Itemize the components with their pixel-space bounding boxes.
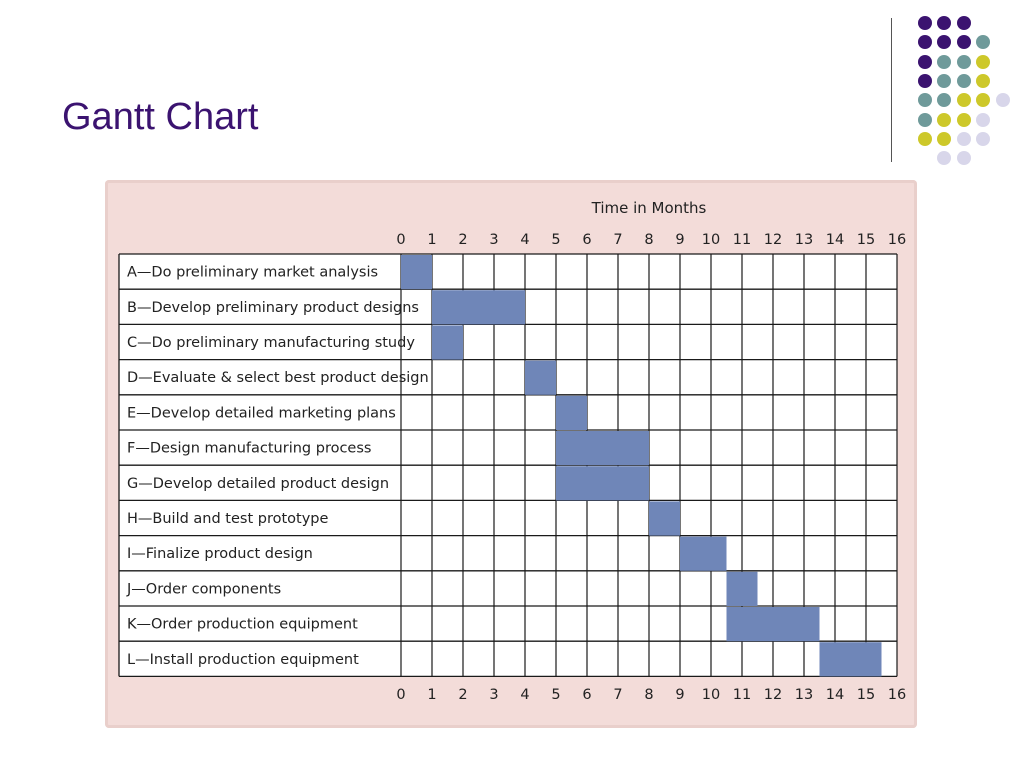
x-tick-label-bottom: 16 — [888, 687, 906, 703]
gantt-bar — [401, 255, 432, 290]
gantt-bar — [556, 466, 649, 501]
x-tick-label-top: 13 — [795, 232, 813, 248]
x-ticks-top: 0 1 2 3 4 5 6 7 8 9 10 11 12 13 14 15 16 — [396, 232, 906, 248]
x-tick-label-top: 12 — [764, 232, 782, 248]
x-tick-label-top: 11 — [733, 232, 751, 248]
slide-title: Gantt Chart — [62, 96, 259, 138]
gantt-bar — [680, 536, 727, 571]
gantt-bar — [726, 607, 820, 642]
x-tick-label-bottom: 15 — [857, 687, 875, 703]
x-tick-label-top: 14 — [826, 232, 844, 248]
task-label: L—Install production equipment — [127, 652, 359, 668]
x-tick-label-bottom: 6 — [582, 687, 591, 703]
x-tick-label-top: 10 — [702, 232, 720, 248]
task-label: H—Build and test prototype — [127, 511, 329, 527]
gantt-bar — [726, 571, 758, 606]
x-tick-label-bottom: 4 — [520, 687, 529, 703]
gantt-bar — [432, 325, 463, 360]
task-label: E—Develop detailed marketing plans — [127, 405, 396, 421]
x-tick-label-bottom: 1 — [427, 687, 436, 703]
x-tick-label-bottom: 9 — [675, 687, 684, 703]
x-tick-label-top: 2 — [458, 232, 467, 248]
gantt-bar — [525, 360, 556, 395]
gantt-bars — [401, 255, 882, 677]
x-tick-label-bottom: 13 — [795, 687, 813, 703]
x-tick-label-top: 16 — [888, 232, 906, 248]
x-tick-label-top: 0 — [396, 232, 405, 248]
x-tick-label-top: 1 — [427, 232, 436, 248]
x-tick-label-top: 4 — [520, 232, 529, 248]
x-tick-label-bottom: 2 — [458, 687, 467, 703]
task-label: A—Do preliminary market analysis — [127, 265, 378, 281]
x-tick-label-bottom: 11 — [733, 687, 751, 703]
x-tick-label-bottom: 14 — [826, 687, 844, 703]
gantt-bar — [819, 642, 882, 677]
task-label: K—Order production equipment — [127, 617, 358, 633]
task-label: G—Develop detailed product design — [127, 476, 389, 492]
x-tick-label-bottom: 5 — [551, 687, 560, 703]
title-divider — [891, 18, 892, 162]
x-tick-label-top: 6 — [582, 232, 591, 248]
gantt-bar — [432, 290, 525, 325]
x-tick-label-top: 15 — [857, 232, 875, 248]
x-ticks-bottom: 0 1 2 3 4 5 6 7 8 9 10 11 12 13 14 15 16 — [396, 687, 906, 703]
x-tick-label-bottom: 8 — [644, 687, 653, 703]
x-tick-label-top: 5 — [551, 232, 560, 248]
x-tick-label-top: 9 — [675, 232, 684, 248]
x-tick-label-bottom: 7 — [613, 687, 622, 703]
x-tick-label-bottom: 12 — [764, 687, 782, 703]
gantt-bar — [556, 395, 587, 430]
x-tick-label-top: 8 — [644, 232, 653, 248]
gantt-bar — [649, 501, 680, 536]
x-tick-label-top: 3 — [489, 232, 498, 248]
task-label: I—Finalize product design — [127, 546, 313, 562]
task-label: F—Design manufacturing process — [127, 441, 371, 457]
x-tick-label-bottom: 3 — [489, 687, 498, 703]
x-tick-label-bottom: 10 — [702, 687, 720, 703]
task-label: C—Do preliminary manufacturing study — [127, 335, 415, 351]
task-label: J—Order components — [126, 581, 281, 597]
task-label: D—Evaluate & select best product design — [127, 370, 429, 386]
gantt-bar — [556, 431, 649, 466]
chart-title: Time in Months — [591, 199, 707, 217]
task-label: B—Develop preliminary product designs — [127, 300, 419, 316]
task-labels: A—Do preliminary market analysis B—Develo… — [126, 265, 429, 668]
x-tick-label-top: 7 — [613, 232, 622, 248]
x-tick-label-bottom: 0 — [396, 687, 405, 703]
